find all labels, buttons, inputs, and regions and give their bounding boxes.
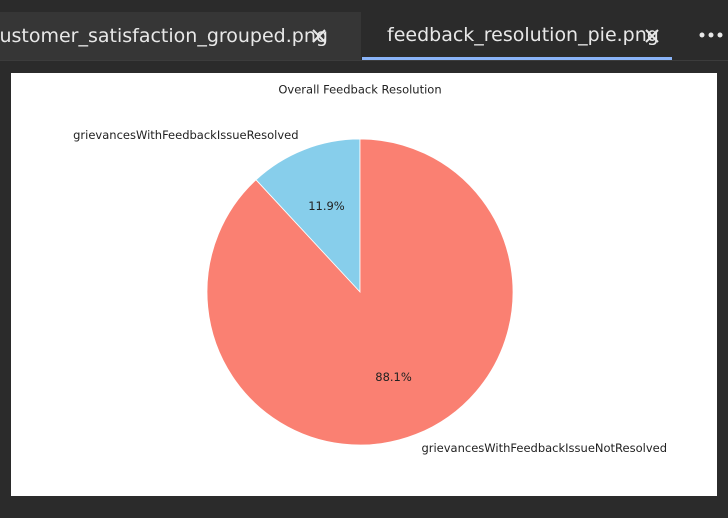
pie-slice: [206, 138, 514, 446]
tab-title: feedback_resolution_pie.png: [387, 23, 659, 46]
value-label: 11.9%: [308, 199, 345, 213]
tab[interactable]: customer_satisfaction_grouped.png: [0, 12, 361, 60]
chart: Overall Feedback Resolution grievancesWi…: [73, 83, 667, 456]
slice-label: grievancesWithFeedbackIssueResolved: [73, 128, 298, 142]
pie-slice: [255, 138, 361, 294]
tab-title: customer_satisfaction_grouped.png: [0, 25, 328, 47]
close-button[interactable]: [644, 28, 660, 44]
close-button[interactable]: [311, 28, 327, 44]
chart-title: Overall Feedback Resolution: [278, 83, 441, 97]
image-view: Overall Feedback Resolution grievancesWi…: [11, 73, 717, 496]
value-label: 88.1%: [375, 370, 412, 384]
tab[interactable]: feedback_resolution_pie.png: [362, 12, 672, 60]
tab-bar: customer_satisfaction_grouped.png feedba…: [0, 0, 728, 61]
slice-label: grievancesWithFeedbackIssueNotResolved: [421, 441, 667, 455]
more-button[interactable]: [698, 30, 726, 40]
